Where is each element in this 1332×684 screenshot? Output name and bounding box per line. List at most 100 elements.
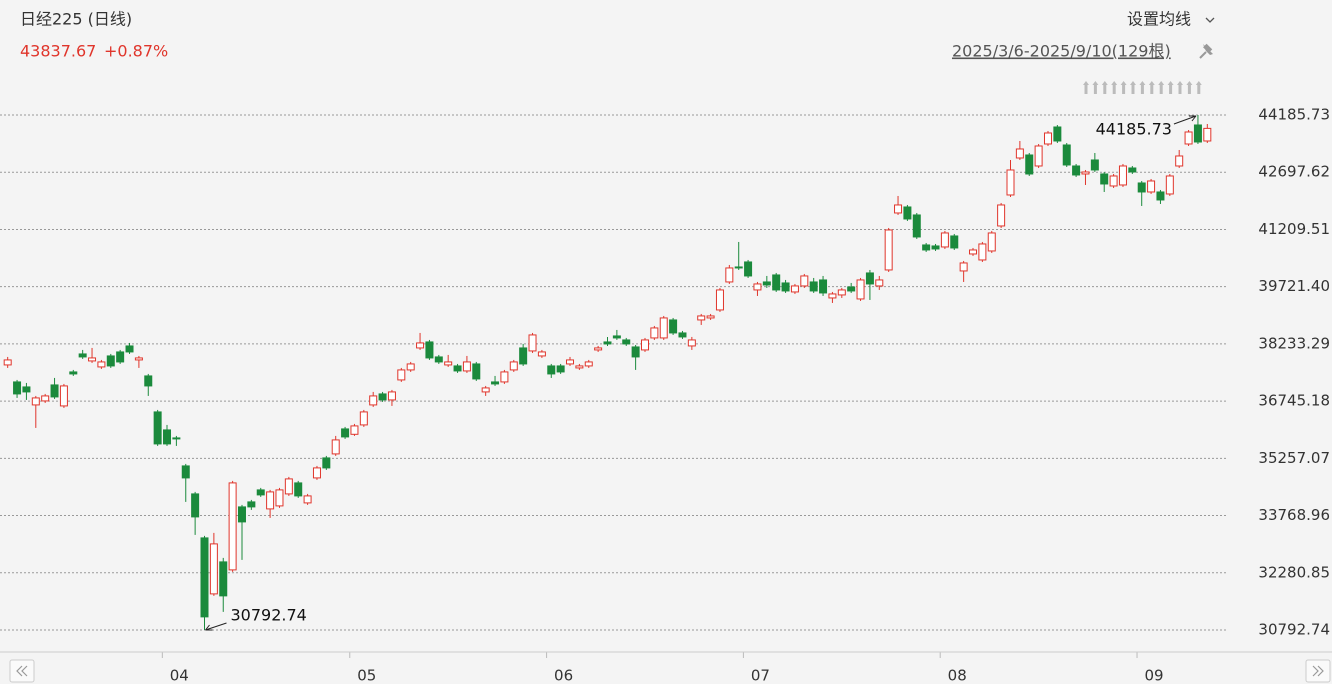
candle-body xyxy=(1053,126,1062,142)
candle-body xyxy=(687,339,696,347)
scroll-left[interactable] xyxy=(9,659,35,683)
candle-body xyxy=(1034,145,1043,167)
annotation-arrow xyxy=(205,622,227,631)
y-tick-label: 30792.74 xyxy=(1258,620,1330,638)
candle-body xyxy=(134,357,143,361)
candle-body xyxy=(922,244,931,251)
candle-body xyxy=(359,411,368,426)
candle-body xyxy=(547,365,556,375)
candle-body xyxy=(622,339,631,345)
candle-body xyxy=(800,275,809,287)
signal-arrow xyxy=(1186,81,1193,94)
candle-body xyxy=(903,206,912,220)
candle-body xyxy=(697,315,706,321)
signal-arrow xyxy=(1158,81,1165,94)
candle-body xyxy=(706,315,715,319)
candle-body xyxy=(1100,173,1109,185)
candle-body xyxy=(772,274,781,291)
annotation-arrowhead xyxy=(1188,115,1197,122)
signal-arrow xyxy=(1167,81,1174,94)
chart-title: 日经225 (日线) xyxy=(20,10,132,29)
candle-body xyxy=(256,489,265,496)
candle-body xyxy=(1203,127,1212,142)
x-tick-label: 05 xyxy=(357,667,376,684)
signal-arrow xyxy=(1130,81,1136,94)
candle-body xyxy=(1025,154,1034,175)
candle-body xyxy=(1193,124,1202,143)
candle-body xyxy=(1184,131,1193,145)
candle-body xyxy=(50,384,59,398)
candle-body xyxy=(1128,167,1137,173)
date-range[interactable]: 2025/3/6-2025/9/10(129根) xyxy=(952,42,1171,61)
candle-body xyxy=(612,335,621,339)
min-label: 30792.74 xyxy=(231,605,307,624)
pin-icon[interactable] xyxy=(1199,43,1213,59)
candle-body xyxy=(3,359,12,366)
candle-body xyxy=(434,356,443,363)
candle-body xyxy=(416,342,425,349)
candle-body xyxy=(997,204,1006,227)
candle-body xyxy=(88,357,97,362)
candle-body xyxy=(97,361,106,368)
candle-body xyxy=(819,279,828,294)
candle-body xyxy=(912,214,921,238)
x-tick-label: 07 xyxy=(751,667,770,684)
candle-body xyxy=(669,319,678,334)
candle-body xyxy=(462,361,471,372)
candle-body xyxy=(219,561,228,597)
y-tick-label: 32280.85 xyxy=(1258,563,1330,581)
candle-body xyxy=(575,365,584,369)
ma-setting[interactable]: 设置均线 xyxy=(1127,10,1191,29)
candle-body xyxy=(594,347,603,351)
signal-arrow xyxy=(1195,81,1202,94)
candle-body xyxy=(491,381,500,385)
candle-body xyxy=(884,229,893,271)
candle-body xyxy=(725,267,734,283)
candle-body xyxy=(387,391,396,401)
plot-area: 44185.73 42697.62 41209.51 39721.40 38233.29… xyxy=(0,106,1330,684)
price: 43837.67 xyxy=(20,42,96,61)
candle-body xyxy=(331,439,340,455)
candle-body xyxy=(556,365,565,373)
signal-arrow xyxy=(1111,81,1118,94)
candle-body xyxy=(734,266,743,269)
candle-body xyxy=(659,317,668,339)
y-tick-label: 39721.40 xyxy=(1258,277,1330,295)
candle-body xyxy=(1118,165,1127,186)
change: +0.87% xyxy=(104,42,168,61)
candle-body xyxy=(781,282,790,292)
candle-body xyxy=(472,363,481,380)
candle-body xyxy=(22,386,31,393)
candle-body xyxy=(275,489,284,507)
candle-body xyxy=(865,272,874,285)
candle-body xyxy=(191,493,200,518)
signal-arrow xyxy=(1148,81,1155,94)
candle-body xyxy=(31,397,40,406)
candle-body xyxy=(528,334,537,352)
candle-body xyxy=(425,341,434,359)
candle-body xyxy=(125,345,134,353)
candle-body xyxy=(631,346,640,358)
y-tick-label: 35257.07 xyxy=(1258,449,1330,467)
candle-body xyxy=(284,478,293,495)
scroll-right[interactable] xyxy=(1305,659,1331,683)
candle-body xyxy=(41,395,50,402)
signal-arrow xyxy=(1092,81,1099,94)
candle-body xyxy=(537,351,546,357)
x-tick-label: 09 xyxy=(1144,667,1163,684)
candle-body xyxy=(1165,175,1174,195)
chevron[interactable] xyxy=(1205,17,1215,23)
candle-body xyxy=(603,341,612,345)
candle-body xyxy=(341,428,350,438)
candle-body xyxy=(1147,180,1156,193)
candle-body xyxy=(200,537,209,618)
candle-body xyxy=(1156,191,1165,201)
candle-body xyxy=(247,501,256,508)
candle-body xyxy=(228,482,237,571)
candle-body xyxy=(940,232,949,248)
y-tick-label: 38233.29 xyxy=(1258,334,1330,352)
candle-body xyxy=(116,351,125,363)
candle-body xyxy=(959,262,968,272)
